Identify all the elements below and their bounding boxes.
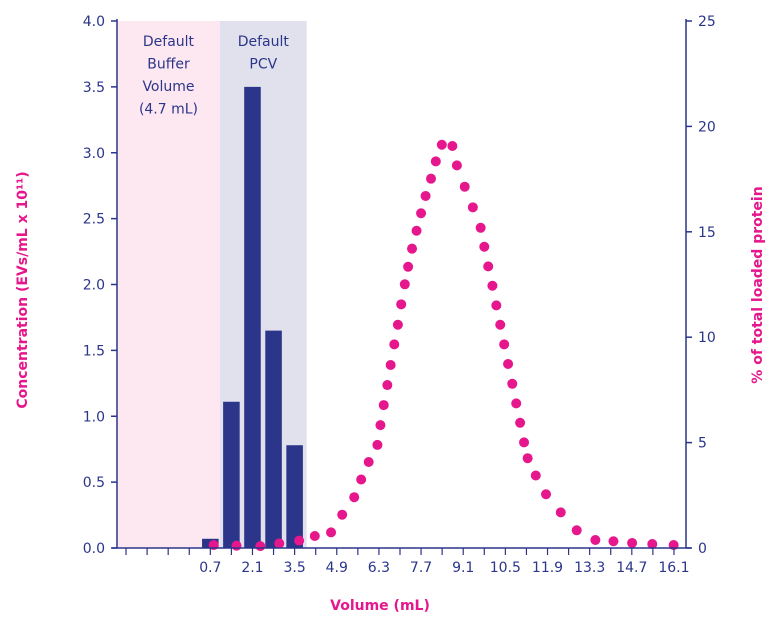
data-point [396,299,407,310]
y-left-tick-label: 1.5 [83,343,105,359]
bar-series [202,86,303,548]
y-axis-left-label: Concentration (EVs/mL x 10¹¹) [15,171,31,408]
x-tick-label: 6.3 [368,560,390,576]
y-left-tick-label: 0.0 [83,541,105,557]
x-tick-label: 13.3 [574,560,605,576]
data-point [436,139,447,150]
data-point [407,243,418,254]
x-axis-label: Volume (mL) [330,598,430,614]
data-point [372,439,383,450]
data-point [571,525,582,536]
data-point [503,358,514,369]
data-point [255,541,266,552]
data-point [627,537,638,548]
data-point [511,398,522,409]
data-point [389,339,400,350]
region-label: Default [143,34,195,50]
data-point [403,261,414,272]
data-point [507,378,518,389]
y-axis-right-label: % of total loaded protein [750,186,766,383]
data-point [309,530,320,541]
data-point [426,173,437,184]
data-point [378,400,389,411]
data-point [337,509,348,520]
data-point [294,535,305,546]
bar [286,445,303,548]
data-point [495,319,506,330]
data-point [483,261,494,272]
data-point [430,156,441,167]
region-label: PCV [249,57,277,73]
x-tick-label: 14.7 [616,560,647,576]
x-tick-label: 4.9 [326,560,348,576]
data-point [326,527,337,538]
x-tick-label: 11.9 [532,560,563,576]
data-point [555,507,566,518]
x-tick-label: 9.1 [452,560,474,576]
x-tick-label: 7.7 [410,560,432,576]
shaded-region-1 [117,21,220,548]
data-point [487,280,498,291]
x-tick-label: 2.1 [241,560,263,576]
y-right-tick-label: 0 [698,541,707,557]
bar [223,401,240,548]
y-right-tick-label: 15 [698,225,716,241]
y-right-tick-label: 20 [698,119,716,135]
y-left-tick-label: 3.5 [83,80,105,96]
x-tick-label: 3.5 [283,560,305,576]
region-label: Default [238,34,290,50]
y-left-tick-label: 0.5 [83,475,105,491]
data-point [363,456,374,467]
data-point [491,300,502,311]
data-point [515,417,526,428]
data-point [420,190,431,201]
data-point [647,538,658,549]
data-point [590,534,601,545]
data-point [459,181,470,192]
data-point [530,470,541,481]
x-tick-label: 16.1 [658,560,689,576]
data-point [475,222,486,233]
data-point [385,360,396,371]
y-left-tick-label: 2.0 [83,278,105,294]
data-point [522,453,533,464]
region-label: Volume [142,79,194,95]
data-point [231,540,242,551]
data-point [411,225,422,236]
region-label: Buffer [147,57,190,73]
data-point [447,141,458,152]
data-point [274,538,285,549]
y-left-tick-label: 1.0 [83,409,105,425]
y-left-tick-label: 4.0 [83,14,105,30]
data-point [467,202,478,213]
bar [265,330,282,548]
data-point [392,319,403,330]
x-tick-label: 10.5 [490,560,521,576]
data-point [479,241,490,252]
region-label: (4.7 mL) [139,102,198,118]
y-right-tick-label: 10 [698,330,716,346]
x-tick-label: 0.7 [199,560,221,576]
bar [244,86,261,548]
y-left-tick-label: 2.5 [83,212,105,228]
data-point [519,437,530,448]
data-point [375,420,386,431]
data-point [541,489,552,500]
axes: 0.0 0.5 1.0 1.5 2.0 2.5 3.0 3.5 4.0 0 5 10 15 20 25 0.7… [83,14,716,576]
data-point [349,492,360,503]
data-point [416,208,427,219]
y-right-tick-label: 25 [698,14,716,30]
data-point [499,339,510,350]
data-point [382,380,393,391]
data-point [451,160,462,171]
data-point [608,536,619,547]
data-point [356,474,367,485]
y-right-tick-label: 5 [698,436,707,452]
y-left-tick-label: 3.0 [83,146,105,162]
data-point [399,279,410,290]
